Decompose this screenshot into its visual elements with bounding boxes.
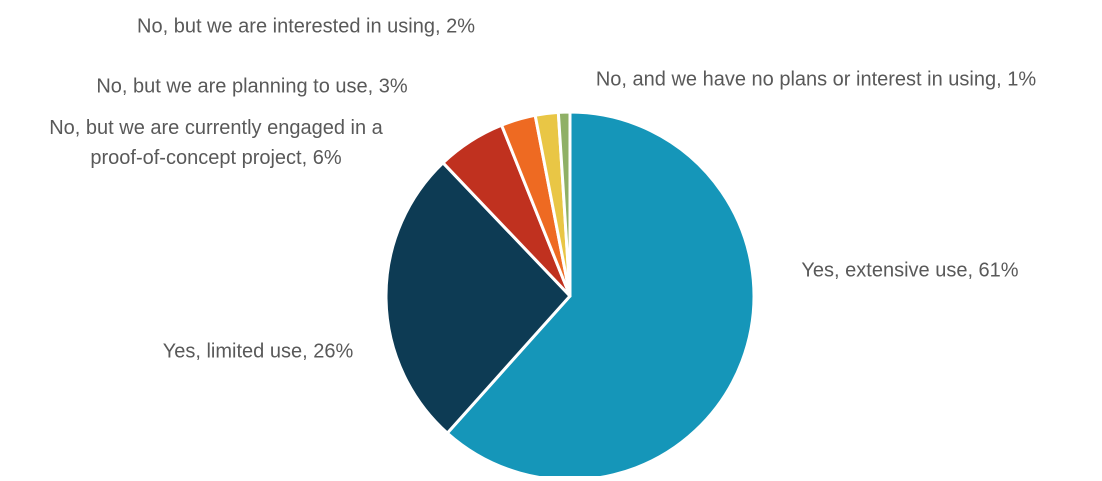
slice-label-3: No, but we are currently engaged in a pro…	[49, 117, 383, 169]
slice-label-5: No, but we are interested in using, 2%	[137, 15, 475, 37]
slice-label-6: No, and we have no plans or interest in …	[596, 68, 1036, 90]
slices-layer	[384, 110, 756, 481]
pie-slice-2	[384, 161, 572, 435]
slice-label-2: Yes, limited use, 26%	[163, 340, 354, 362]
slice-label-4: No, but we are planning to use, 3%	[96, 75, 408, 97]
pie-slice-6	[556, 110, 572, 298]
slice-label-3-line-1: No, but we are currently engaged in a	[49, 117, 383, 139]
labels-layer: Yes, extensive use, 61% Yes, limited use,…	[49, 15, 1036, 362]
slice-label-1: Yes, extensive use, 61%	[801, 259, 1018, 281]
slice-label-3-line-2: proof-of-concept project, 6%	[90, 147, 341, 169]
